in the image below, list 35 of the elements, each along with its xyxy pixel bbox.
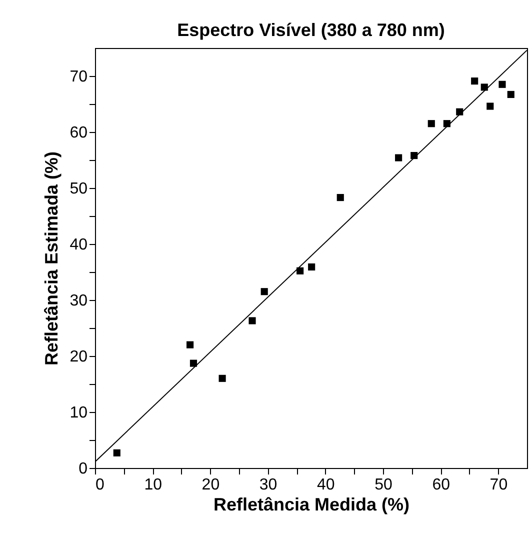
y-tick-label: 50 [70, 180, 88, 198]
x-tick-label: 20 [202, 476, 220, 494]
y-axis-title: Refletância Estimada (%) [42, 151, 62, 366]
point [296, 267, 304, 274]
point [471, 78, 478, 85]
point [336, 194, 344, 202]
point [428, 120, 435, 128]
y-tick-label: 0 [78, 460, 88, 478]
x-tick-label: 0 [96, 476, 104, 494]
x-tick-label: 10 [144, 476, 162, 494]
y-tick-label: 70 [70, 68, 88, 86]
y-tick-label: 10 [70, 404, 88, 422]
y-tick-label: 60 [70, 124, 88, 142]
point [486, 102, 494, 110]
point [218, 374, 226, 382]
point [190, 360, 198, 367]
point [113, 449, 120, 456]
x-tick-label: 70 [490, 476, 508, 494]
point [308, 263, 316, 270]
point [260, 288, 268, 296]
point [395, 154, 402, 162]
point [507, 90, 514, 98]
x-tick-label: 60 [432, 476, 450, 494]
y-tick-label: 40 [70, 236, 88, 254]
x-tick-label: 40 [317, 476, 335, 494]
point [498, 80, 506, 88]
x-axis-title: Refletância Medida (%) [213, 494, 410, 514]
chart-title: Espectro Visível (380 a 780 nm) [177, 20, 445, 40]
y-tick-label: 30 [70, 292, 88, 310]
y-tick-label: 20 [70, 348, 88, 366]
x-tick-label: 50 [374, 476, 392, 494]
point [480, 84, 488, 91]
point [186, 341, 194, 348]
point [248, 317, 256, 324]
x-tick-label: 30 [259, 476, 278, 494]
